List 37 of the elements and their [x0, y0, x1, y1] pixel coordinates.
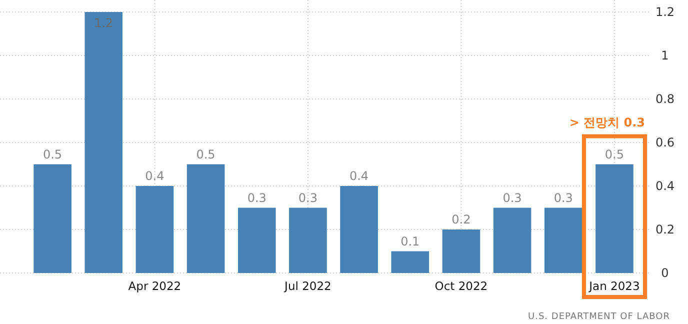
y-tick-label: 0.8: [655, 92, 675, 106]
bar: [238, 208, 276, 273]
bar: [84, 12, 123, 273]
y-tick-label: 0.4: [655, 179, 675, 193]
data-label: 0.3: [298, 190, 318, 205]
y-tick-label: 1: [661, 48, 669, 62]
data-label: 0.5: [196, 147, 216, 162]
annotation: > 전망치 0.3: [569, 115, 645, 130]
data-label: 0.5: [42, 147, 62, 162]
data-label: 0.2: [452, 212, 471, 226]
bar: [442, 230, 480, 273]
bar: [596, 164, 634, 273]
bar: [136, 186, 174, 273]
bar: [391, 251, 430, 273]
data-label: 0.4: [145, 169, 164, 183]
text: U.S. DEPARTMENT OF LABOR: [528, 312, 670, 322]
y-tick-label: 1.2: [655, 5, 675, 19]
data-label: 1.2: [94, 16, 114, 30]
bar: [544, 208, 582, 273]
bar: [289, 208, 327, 273]
x-tick-label: Apr 2022: [128, 279, 182, 293]
data-label: 0.3: [502, 190, 522, 205]
data-label: 0.5: [604, 147, 624, 162]
x-tick-label: Jan 2023: [588, 279, 640, 293]
data-label: 0.3: [247, 190, 266, 205]
data-label: 0.4: [349, 169, 369, 183]
bar: [34, 164, 72, 273]
y-tick-label: 0.6: [655, 136, 675, 150]
x-tick-label: Jul 2022: [284, 279, 332, 293]
bar: [186, 164, 225, 273]
bar: [493, 208, 532, 273]
x-tick-label: Oct 2022: [434, 279, 488, 293]
data-label: 0.1: [400, 234, 420, 248]
bar: [340, 186, 378, 273]
y-tick-label: 0: [661, 266, 669, 280]
data-label: 0.3: [554, 190, 573, 205]
y-tick-label: 0.2: [655, 222, 675, 236]
